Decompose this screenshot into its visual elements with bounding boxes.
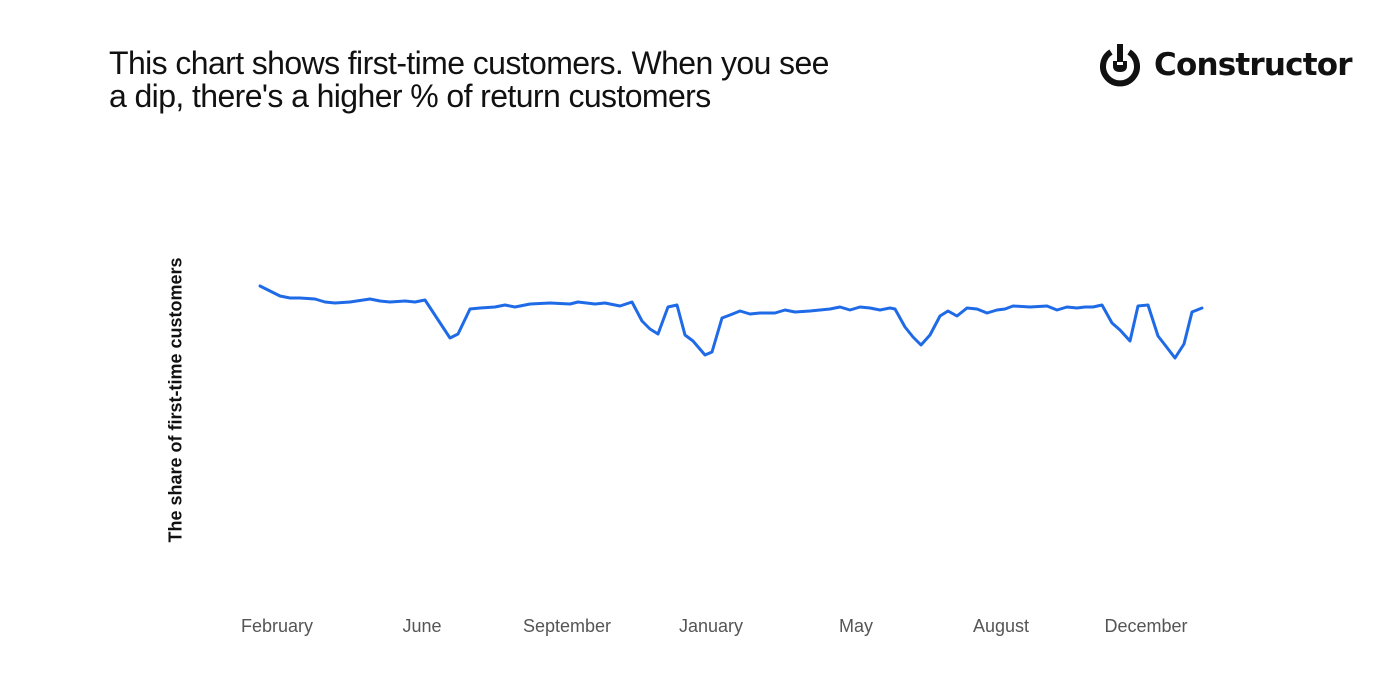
constructor-logo: Constructor <box>1098 40 1353 90</box>
x-tick-label: December <box>1104 616 1188 636</box>
title-line-2: a dip, there's a higher % of return cust… <box>109 78 711 114</box>
x-tick-label: May <box>838 616 874 636</box>
power-wrench-icon <box>1100 44 1140 87</box>
x-tick-label: February <box>240 616 314 636</box>
logo-text: Constructor <box>1154 47 1353 83</box>
x-tick-label: August <box>972 616 1030 636</box>
x-tick-label: January <box>678 616 744 636</box>
title-line-1: This chart shows first-time customers. W… <box>109 45 829 81</box>
series-line <box>258 284 1204 360</box>
x-tick-label: September <box>522 616 612 636</box>
x-tick-label: June <box>402 616 442 636</box>
chart-title: This chart shows first-time customers. W… <box>109 47 969 113</box>
